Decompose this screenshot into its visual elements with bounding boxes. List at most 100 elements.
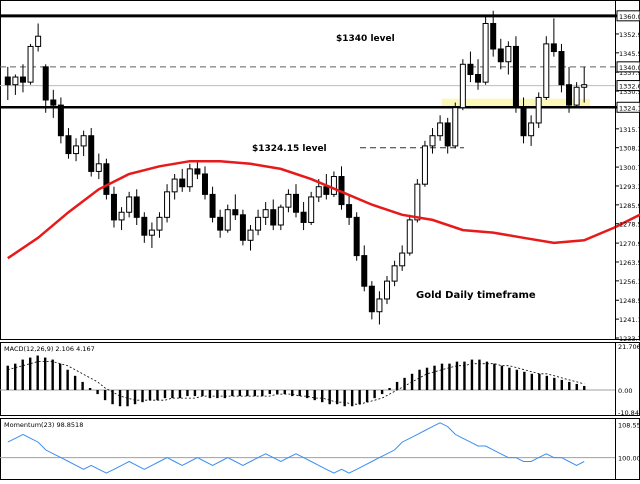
candle-body xyxy=(270,209,277,226)
candle-body xyxy=(95,163,102,172)
moving-average-line xyxy=(7,159,640,260)
macd-bar xyxy=(343,390,346,407)
macd-bar xyxy=(208,390,212,399)
price-tick-label: 1330.50 xyxy=(619,88,640,96)
candle-body xyxy=(437,122,444,137)
macd-bar xyxy=(111,390,114,405)
macd-bar xyxy=(81,381,84,391)
macd-bar xyxy=(103,390,107,401)
candle-body xyxy=(452,107,459,147)
candle-body xyxy=(27,45,34,83)
macd-bar xyxy=(261,390,264,397)
candle-body xyxy=(217,216,224,231)
candle-body xyxy=(300,211,307,223)
candle-body xyxy=(421,145,428,185)
candle-body xyxy=(293,193,299,213)
macd-bar xyxy=(268,390,271,395)
price-badge xyxy=(616,61,640,73)
macd-bar xyxy=(276,390,279,395)
macd-bar xyxy=(470,359,474,391)
candle-body xyxy=(224,209,231,231)
macd-bar xyxy=(291,390,294,397)
candle-body xyxy=(232,209,239,216)
annotation-1340: $1340 level xyxy=(336,34,395,44)
candle-body xyxy=(505,45,512,63)
macd-bar xyxy=(463,361,466,391)
macd-bar xyxy=(530,373,534,391)
macd-bar xyxy=(298,390,301,397)
candle-body xyxy=(19,76,26,83)
candle-body xyxy=(467,63,474,75)
candle-body xyxy=(80,135,87,147)
macd-bar xyxy=(358,390,361,405)
price-tick-label: 1293.30 xyxy=(619,183,640,191)
price-tick-label: 1315.70 xyxy=(619,126,640,134)
macd-bar xyxy=(560,379,563,391)
candle-body xyxy=(581,84,588,88)
macd-bar xyxy=(493,363,496,391)
macd-bar xyxy=(21,359,24,391)
macd-bar xyxy=(171,390,174,399)
price-badge-label: 1324.15 xyxy=(619,104,640,112)
macd-bar xyxy=(455,361,459,391)
macd-bar xyxy=(118,390,122,407)
candle-body xyxy=(384,280,391,300)
macd-tick-label: 0.00 xyxy=(618,387,632,395)
candle-body xyxy=(482,22,489,83)
macd-bar xyxy=(58,363,62,391)
price-badge xyxy=(616,101,640,113)
macd-bar xyxy=(223,390,227,399)
candle-body xyxy=(209,193,216,218)
macd-bar xyxy=(500,365,504,391)
candle-body xyxy=(391,265,398,282)
macd-bar xyxy=(283,390,286,395)
macd-bar xyxy=(43,357,47,391)
candle-body xyxy=(194,168,201,175)
macd-bar xyxy=(515,369,519,391)
candle-body xyxy=(459,63,466,109)
price-tick-label: 1285.90 xyxy=(619,202,640,210)
price-badge xyxy=(616,10,640,22)
candle-body xyxy=(65,135,72,155)
price-tick-label: 1270.90 xyxy=(619,240,640,248)
candle-body xyxy=(42,66,49,101)
candle-body xyxy=(247,229,254,241)
annotation-1324: $1324.15 level xyxy=(252,144,327,154)
candle-body xyxy=(543,43,550,98)
candle-body xyxy=(376,298,383,313)
candle-body xyxy=(361,255,368,287)
candle-body xyxy=(414,183,421,221)
macd-bar xyxy=(395,381,399,391)
macd-tick-label: 21.706 xyxy=(618,343,640,351)
candle-body xyxy=(277,206,284,226)
candle-body xyxy=(164,191,171,218)
macd-bar xyxy=(6,365,9,391)
macd-panel: MACD(12,26,9) 2.106 4.167 21.706 0.00 -10.8… xyxy=(0,342,640,417)
candle-body xyxy=(156,216,163,231)
price-badge-label: 1340.00 xyxy=(619,64,640,72)
macd-bar xyxy=(246,390,249,397)
macd-bar xyxy=(186,390,189,397)
macd-bar xyxy=(141,390,144,403)
macd-bar xyxy=(433,365,436,391)
candle-body xyxy=(148,229,155,236)
candle-body xyxy=(239,214,246,241)
macd-bar xyxy=(478,359,481,391)
candle-body xyxy=(103,163,110,195)
macd-tick-label: -10.84 xyxy=(618,409,639,417)
macd-bar xyxy=(36,355,39,391)
candle-body xyxy=(12,76,19,86)
momentum-tick-label: 108.5577 xyxy=(618,421,640,429)
macd-bar xyxy=(193,390,197,397)
macd-bar xyxy=(238,390,242,397)
macd-bar xyxy=(231,390,234,397)
main-price-panel: 1360.00 1352.90 1345.50 1337.90 1330.50 1315.… xyxy=(0,0,640,343)
candle-body xyxy=(4,76,11,86)
macd-signal-line xyxy=(7,361,585,405)
price-badge xyxy=(616,80,640,92)
candle-body xyxy=(535,96,542,124)
macd-bar xyxy=(253,390,257,397)
momentum-title: Momentum(23) 98.8518 xyxy=(4,421,83,429)
macd-bar xyxy=(148,390,152,401)
